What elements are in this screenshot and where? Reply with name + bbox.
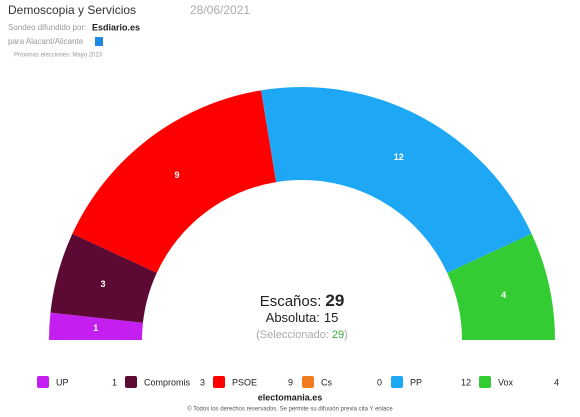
- legend-value: 1: [112, 377, 117, 387]
- segment-label: 9: [175, 170, 180, 180]
- legend-value: 4: [554, 377, 559, 387]
- seats-total: Escaños: 29: [260, 291, 345, 310]
- selected-value: 29: [332, 329, 344, 341]
- selected-close: ): [344, 329, 348, 341]
- segment-label: 1: [93, 323, 98, 333]
- legend-value: 12: [461, 377, 471, 387]
- footer-brand: electomania.es: [258, 392, 323, 402]
- legend-value: 3: [200, 377, 205, 387]
- source: Esdiario.es: [92, 22, 140, 32]
- region-flag: [95, 37, 103, 46]
- selected-label: (Seleccionado:: [256, 329, 329, 341]
- chart-title: Demoscopia y Servicios: [8, 3, 136, 17]
- seat-segment: [72, 90, 277, 273]
- legend-icon: [125, 376, 137, 388]
- majority: Absoluta: 15: [266, 310, 339, 325]
- legend-icon: [213, 376, 225, 388]
- legend-icon: [302, 376, 314, 388]
- next-election: Próximas elecciones: Mayo 2023: [14, 53, 103, 59]
- seat-segment: [50, 233, 157, 323]
- seats-label: Escaños:: [260, 293, 322, 310]
- footer-note: © Todos los derechos reservados. Se perm…: [187, 406, 393, 413]
- segment-label: 3: [101, 279, 106, 289]
- legend-icon: [479, 376, 491, 388]
- seat-segment: [447, 233, 555, 340]
- source-label: Sondeo difundido por:: [8, 23, 86, 32]
- selected: (Seleccionado: 29): [256, 329, 348, 341]
- seat-segment: [261, 87, 532, 273]
- date: 28/06/2021: [190, 3, 250, 17]
- majority-value: 15: [324, 310, 338, 325]
- seats-value: 29: [325, 291, 344, 310]
- legend-icon: [37, 376, 49, 388]
- segment-label: 12: [394, 152, 404, 162]
- legend-value: 9: [288, 377, 293, 387]
- region: para Alacant/Alicante: [8, 37, 84, 46]
- legend-label: Cs: [321, 377, 332, 387]
- legend-label: PSOE: [232, 377, 257, 387]
- legend-icon: [391, 376, 403, 388]
- seat-segment: [49, 312, 143, 340]
- legend-value: 0: [377, 377, 382, 387]
- legend-label: Vox: [498, 377, 514, 387]
- legend-label: UP: [56, 377, 69, 387]
- legend-label: PP: [410, 377, 422, 387]
- legend-label: Compromis: [144, 377, 191, 387]
- segment-label: 4: [501, 290, 506, 300]
- majority-label: Absoluta:: [266, 310, 320, 325]
